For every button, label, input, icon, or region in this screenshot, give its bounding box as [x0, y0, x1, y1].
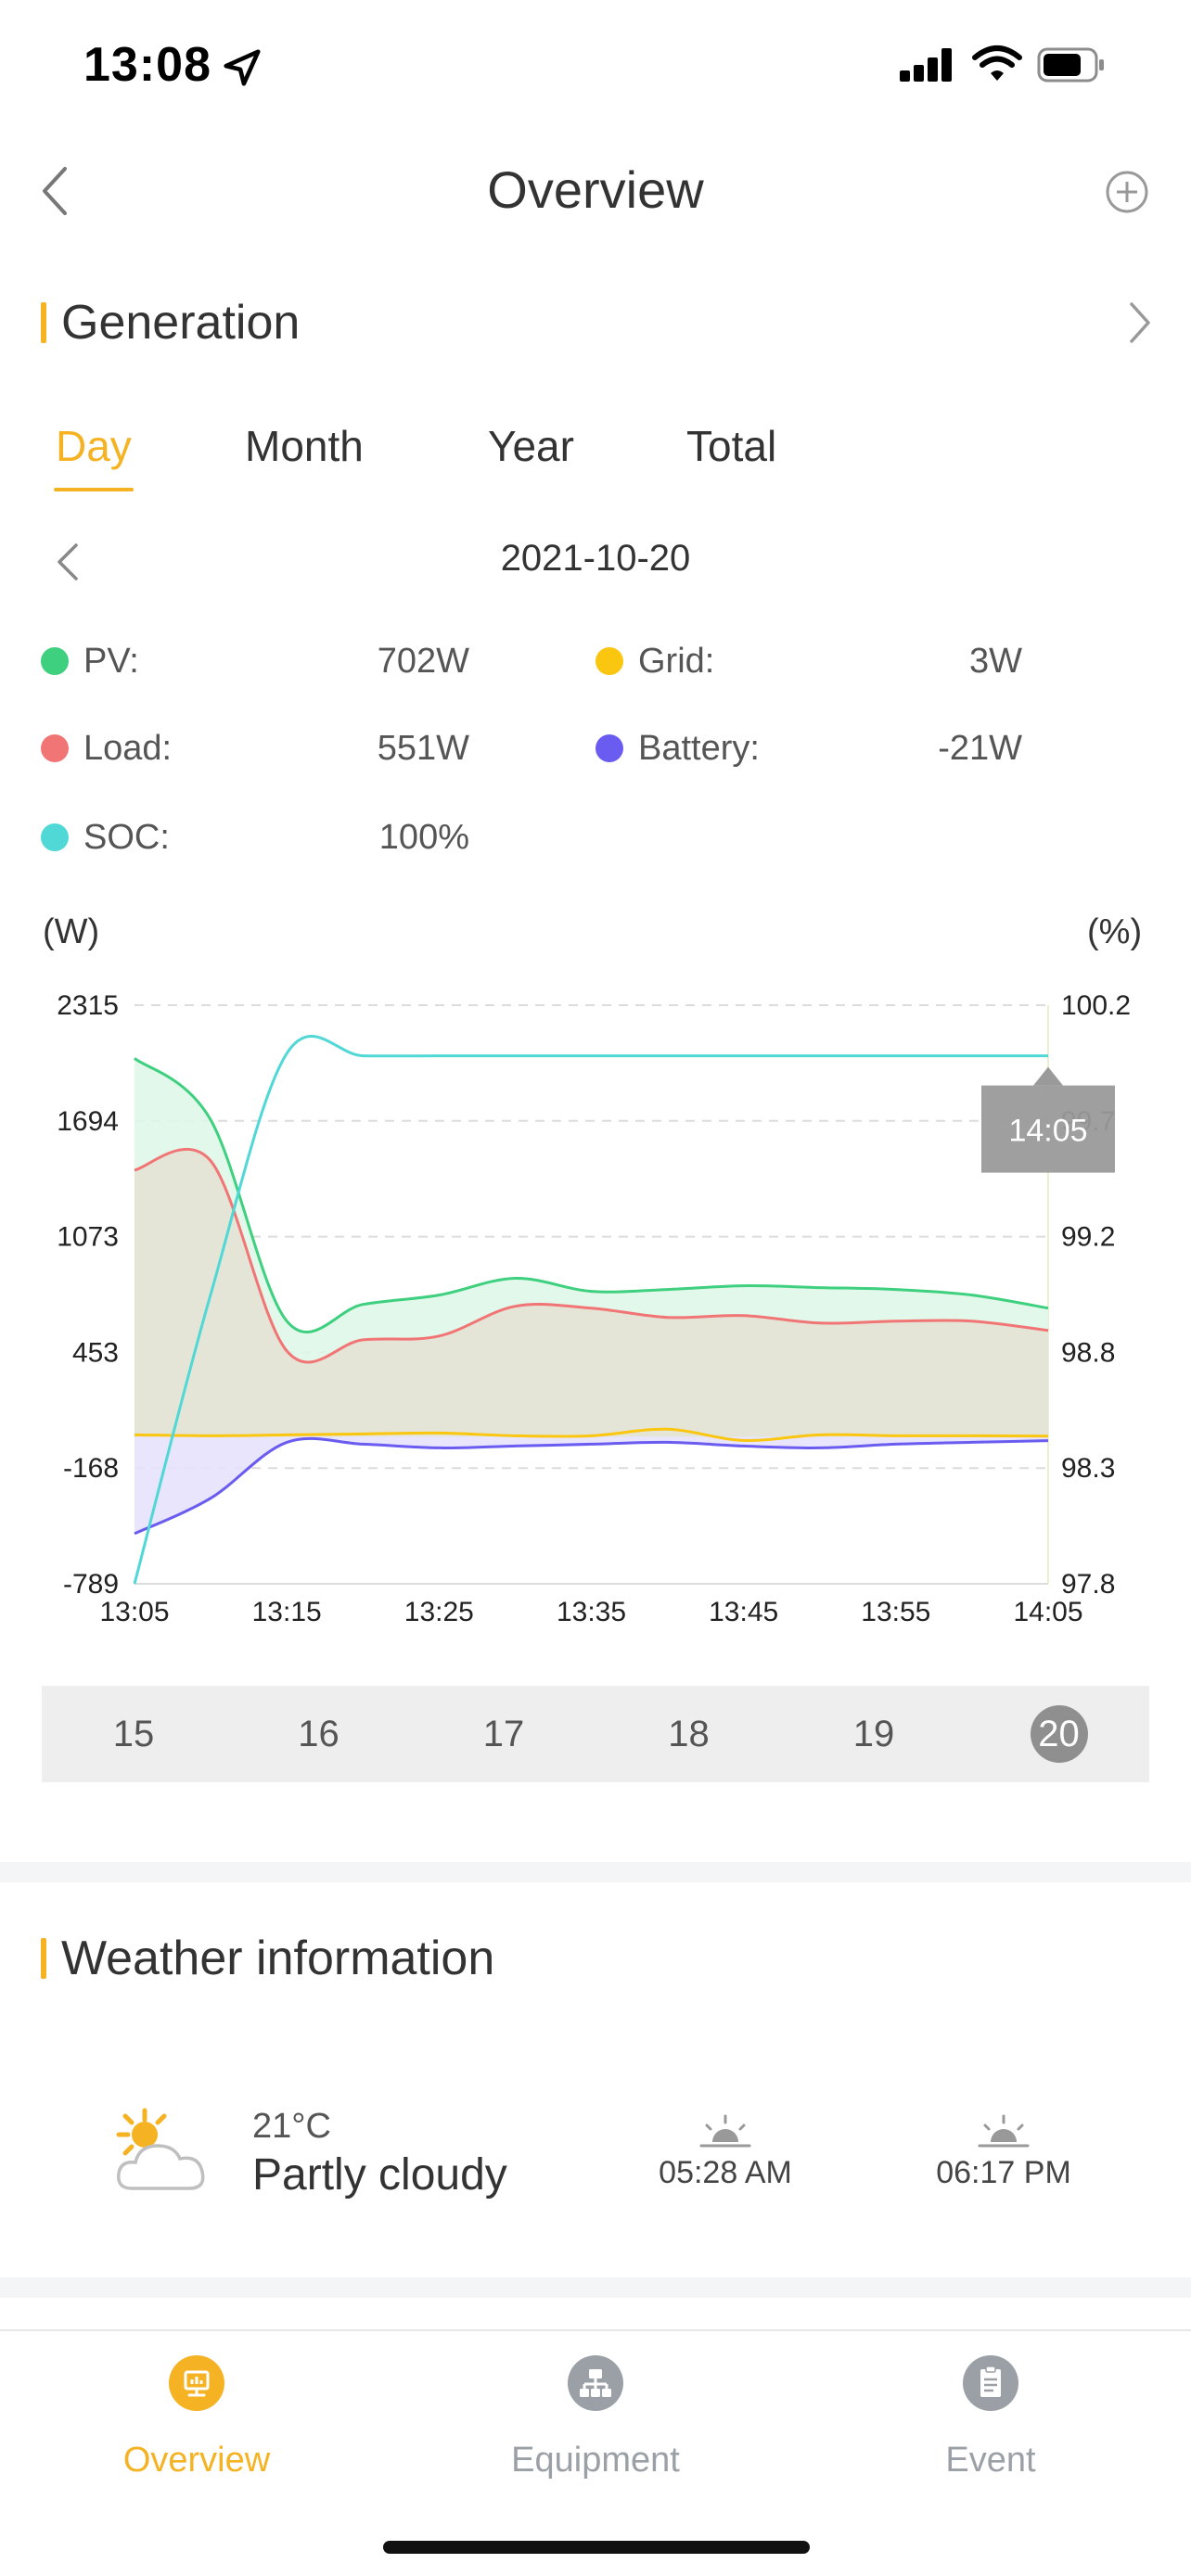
battery-label: Battery:	[638, 729, 760, 768]
section-accent-bar	[41, 1938, 46, 1979]
pv-label: PV:	[83, 642, 139, 681]
pv-value: 702W	[377, 642, 469, 681]
right-axis-unit: (%)	[1087, 912, 1143, 951]
day-15[interactable]: 15	[112, 1714, 155, 1754]
section-divider	[0, 2277, 1191, 2298]
y-right-tick: 98.3	[1061, 1453, 1115, 1484]
overview-nav-icon[interactable]	[169, 2355, 224, 2411]
y-left-tick: -789	[63, 1569, 119, 1600]
y-left-tick: 2315	[57, 990, 119, 1021]
weather-condition: Partly cloudy	[252, 2150, 507, 2200]
nav-equipment[interactable]: Equipment	[511, 2441, 680, 2480]
y-right-tick: 100.2	[1061, 990, 1131, 1021]
section-accent-bar	[41, 302, 46, 343]
day-18[interactable]: 18	[668, 1714, 710, 1754]
add-circle-icon[interactable]	[1104, 169, 1150, 215]
series-line-soc	[133, 1035, 1048, 1585]
series-area-load	[134, 1149, 1048, 1437]
x-tick: 13:55	[861, 1597, 930, 1627]
day-19[interactable]: 19	[852, 1714, 895, 1754]
y-left-tick: 1694	[57, 1106, 119, 1137]
location-arrow-icon	[224, 49, 261, 86]
section-divider	[0, 1862, 1191, 1882]
series-line-grid	[134, 1427, 1049, 1442]
load-dot	[41, 734, 69, 762]
tooltip-pointer	[1033, 1066, 1063, 1086]
x-tick: 13:45	[709, 1597, 778, 1627]
day-17[interactable]: 17	[482, 1714, 525, 1754]
battery-value: -21W	[938, 729, 1022, 768]
chevron-right-icon[interactable]	[1126, 300, 1154, 345]
y-left-tick: 453	[72, 1337, 119, 1368]
tab-active-indicator	[54, 488, 134, 491]
sunset-time: 06:17 PM	[936, 2155, 1071, 2190]
soc-value: 100%	[378, 818, 469, 857]
x-tick: 13:35	[557, 1597, 626, 1627]
day-selector: 15 16 17 18 19 20	[42, 1686, 1149, 1782]
home-indicator	[383, 2541, 810, 2554]
x-tick: 13:25	[404, 1597, 474, 1627]
grid-value: 3W	[969, 642, 1022, 681]
battery-dot	[596, 734, 623, 762]
selected-date: 2021-10-20	[500, 538, 691, 579]
tab-total[interactable]: Total	[686, 422, 777, 470]
series-area-battery	[134, 1436, 1048, 1534]
tab-year[interactable]: Year	[488, 422, 574, 470]
y-left-tick: 1073	[57, 1222, 119, 1253]
event-nav-icon[interactable]	[963, 2355, 1018, 2411]
weather-title: Weather information	[61, 1932, 495, 1985]
x-tick: 13:05	[99, 1597, 169, 1627]
grid-label: Grid:	[638, 642, 715, 681]
soc-dot	[41, 823, 69, 851]
y-left-tick: -168	[63, 1453, 119, 1484]
tab-day[interactable]: Day	[56, 422, 132, 470]
nav-event[interactable]: Event	[945, 2441, 1036, 2480]
day-16[interactable]: 16	[298, 1714, 339, 1754]
x-tick: 14:05	[1013, 1597, 1082, 1627]
nav-overview[interactable]: Overview	[122, 2441, 271, 2480]
y-right-tick: 98.8	[1061, 1337, 1115, 1368]
pv-dot	[41, 647, 69, 675]
temperature: 21°C	[252, 2107, 331, 2146]
generation-title: Generation	[61, 296, 301, 350]
equipment-nav-icon[interactable]	[568, 2355, 623, 2411]
cellular-signal-icon	[900, 48, 952, 82]
y-right-tick: 99.2	[1061, 1222, 1115, 1253]
soc-label: SOC:	[83, 818, 170, 857]
day-20[interactable]: 20	[1038, 1714, 1080, 1754]
wifi-icon	[972, 45, 1022, 81]
page-title: Overview	[487, 160, 704, 219]
sunrise-time: 05:28 AM	[659, 2155, 792, 2190]
selected-day-indicator	[1030, 1705, 1088, 1763]
load-value: 551W	[377, 729, 469, 768]
sunset-icon	[978, 2114, 1030, 2148]
tooltip-box	[981, 1085, 1115, 1173]
sunrise-icon	[699, 2114, 751, 2148]
series-line-load	[134, 1147, 1049, 1364]
series-line-pv	[134, 1057, 1049, 1334]
power-chart[interactable]: 2315100.2169499.7107399.245398.8-16898.3…	[0, 964, 1191, 1651]
left-axis-unit: (W)	[43, 912, 100, 951]
tooltip-label: 14:05	[1008, 1114, 1087, 1149]
x-tick: 13:15	[252, 1597, 322, 1627]
status-time: 13:08	[83, 38, 211, 92]
tab-month[interactable]: Month	[245, 422, 364, 470]
y-right-tick: 97.8	[1061, 1569, 1115, 1600]
tab-bar-border	[0, 2329, 1191, 2331]
partly-cloudy-icon	[116, 2108, 205, 2190]
grid-dot	[596, 647, 623, 675]
previous-date-icon[interactable]	[54, 542, 82, 582]
back-icon[interactable]	[35, 163, 76, 219]
load-label: Load:	[83, 729, 173, 768]
series-line-battery	[134, 1436, 1049, 1536]
battery-icon	[1037, 47, 1104, 83]
